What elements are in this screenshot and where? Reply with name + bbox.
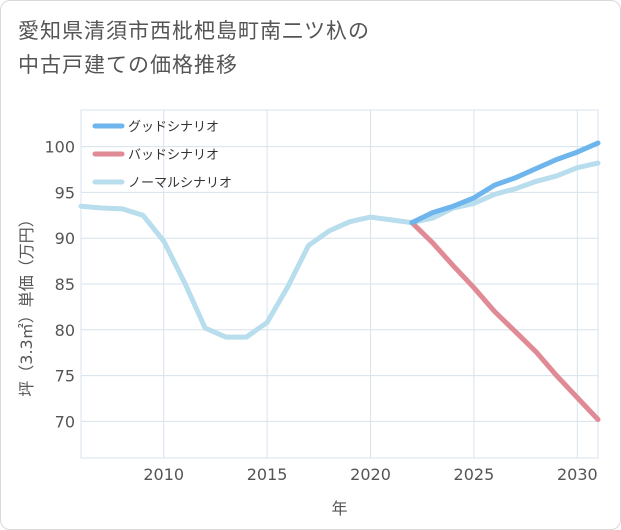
y-tick-label: 100 — [44, 138, 75, 157]
chart-title-line-2: 中古戸建ての価格推移 — [18, 53, 238, 77]
chart-title-line-1: 愛知県清須市西枇杷島町南二ツ杁の — [18, 19, 370, 43]
x-axis-ticks: 2010 2015 2020 2025 2030 — [143, 465, 597, 484]
x-axis-title: 年 — [331, 499, 347, 518]
series-line-1 — [409, 220, 601, 422]
grid-lines — [80, 109, 599, 459]
x-tick-label: 2030 — [557, 465, 598, 484]
legend-label: バッドシナリオ — [128, 148, 219, 163]
series-line-0 — [409, 140, 601, 226]
y-tick-label: 95 — [55, 183, 75, 202]
y-tick-label: 80 — [55, 321, 75, 340]
x-tick-label: 2025 — [454, 465, 495, 484]
y-axis-title: 坪（3.3㎡）単価（万円） — [17, 211, 36, 396]
chart-title: 愛知県清須市西枇杷島町南二ツ杁の 中古戸建ての価格推移 — [18, 14, 578, 82]
legend-label: グッドシナリオ — [128, 120, 219, 135]
x-tick-label: 2015 — [247, 465, 288, 484]
y-axis-ticks: 70 75 80 85 90 95 100 — [44, 138, 75, 432]
y-tick-label: 70 — [55, 412, 75, 431]
x-tick-label: 2010 — [143, 465, 184, 484]
series-line-2 — [78, 160, 601, 340]
series-lines — [78, 140, 601, 422]
y-tick-label: 75 — [55, 367, 75, 386]
x-tick-label: 2020 — [350, 465, 391, 484]
legend-label: ノーマルシナリオ — [128, 176, 232, 191]
y-tick-label: 85 — [55, 275, 75, 294]
y-tick-label: 90 — [55, 229, 75, 248]
